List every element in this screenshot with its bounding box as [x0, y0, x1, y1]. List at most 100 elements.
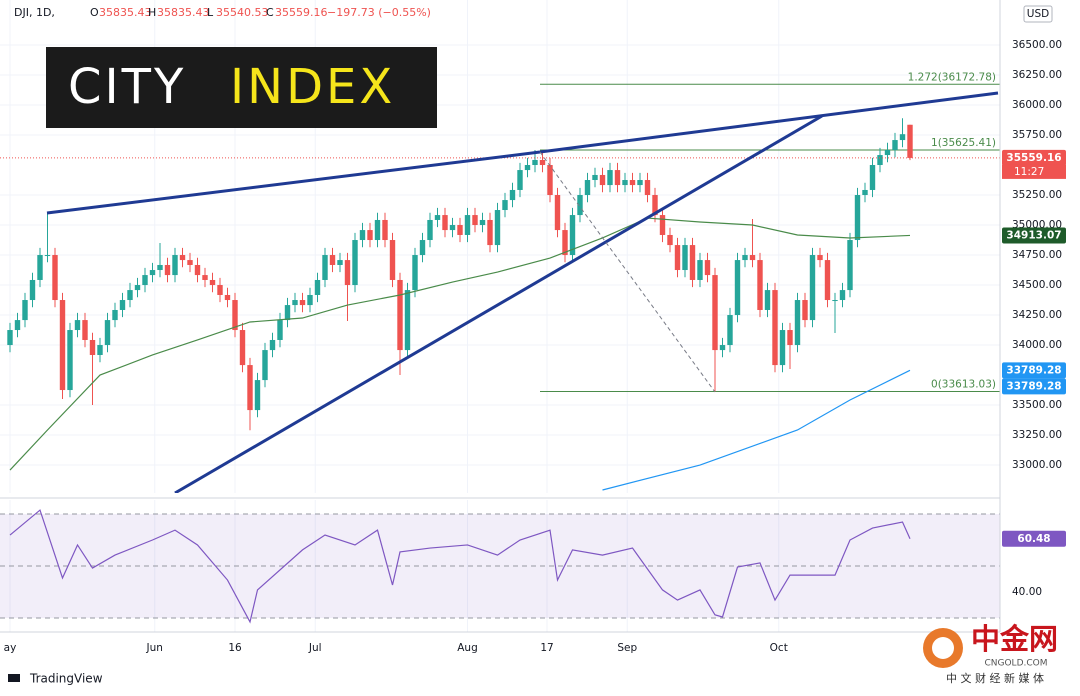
logo-city: CITY [68, 59, 186, 115]
y-tick-label: 36500.00 [1012, 39, 1062, 51]
fib-retracement: 1.272(36172.78) 1(35625.41) 0(33613.03) [540, 71, 1000, 392]
rsi-tick-label: 40.00 [1012, 586, 1042, 598]
candle-body [464, 215, 471, 235]
candle-body [202, 275, 208, 280]
ohlc-prefix: H [148, 6, 156, 19]
ohlc-value: 35835.43 [157, 6, 210, 19]
candle-body [884, 150, 891, 156]
candle-body [652, 195, 658, 216]
candle-body [494, 210, 501, 246]
candle-body [637, 180, 643, 186]
candle-body [502, 200, 508, 211]
candle-body [892, 140, 898, 151]
candle-body [712, 275, 718, 351]
tradingview-logo: TradingView [8, 672, 103, 686]
candle-body [442, 215, 448, 231]
y-tick-label: 34000.00 [1012, 339, 1062, 351]
countdown-box [1002, 164, 1066, 179]
candle-body [37, 255, 43, 280]
candle-body [757, 260, 763, 310]
candle-body [457, 225, 463, 235]
candle-body [194, 264, 201, 276]
candle-body [74, 320, 81, 331]
candle-body [727, 315, 733, 346]
candle-body [104, 320, 111, 346]
candle-body [719, 345, 726, 351]
candle-body [397, 279, 403, 351]
watermark-name: 中金网 [971, 622, 1058, 656]
fib-label: 1(35625.41) [931, 137, 996, 149]
candle-body [434, 215, 441, 220]
candle-body [509, 189, 516, 201]
candle-body [449, 225, 456, 231]
y-tick-label: 34750.00 [1012, 249, 1062, 261]
candle-body [314, 279, 321, 295]
candle-body [674, 245, 681, 271]
rsi-value-label: 60.48 [1017, 533, 1050, 545]
candle-body [667, 234, 673, 246]
candle-body [149, 270, 156, 276]
x-tick-label: Aug [457, 642, 478, 654]
brand: TradingView [29, 672, 103, 686]
candle-body [809, 255, 816, 321]
candle-body [217, 285, 223, 295]
candle-body [907, 124, 913, 158]
candle-body [877, 155, 883, 166]
x-tick-label: 17 [540, 642, 553, 654]
candle-body [787, 330, 793, 346]
candle-body [412, 255, 418, 291]
ma50-label-box [1002, 227, 1066, 244]
candle-body [764, 290, 771, 310]
ma200-label: 33789.28 [1006, 380, 1061, 392]
watermark-tagline: 中 文 财 经 新 媒 体 [946, 671, 1044, 685]
fib-label: 0(33613.03) [931, 378, 996, 390]
candle-body [524, 165, 531, 171]
y-tick-label: 36250.00 [1012, 69, 1062, 81]
candle-body [284, 305, 291, 321]
candle-body [704, 260, 711, 276]
trend-line [539, 151, 716, 393]
candle-body [689, 245, 696, 280]
candle-body [629, 180, 636, 186]
candle-body [614, 170, 621, 186]
candle-body [547, 165, 553, 196]
ohlc-prefix: L [207, 6, 214, 19]
y-tick-label: 33250.00 [1012, 429, 1062, 441]
candle-body [97, 345, 103, 355]
moving-average [602, 369, 911, 491]
candle-body [209, 279, 216, 286]
candle-body [622, 180, 628, 186]
candle-body [802, 300, 808, 321]
candle-body [307, 294, 313, 306]
candle-body [644, 180, 651, 196]
candle-body [607, 170, 613, 186]
y-tick-label: 36000.00 [1012, 99, 1062, 111]
rsi-line [9, 509, 911, 624]
candle-body [832, 300, 838, 302]
candle-body [532, 159, 538, 166]
candle-body [322, 255, 328, 280]
candle-body [734, 260, 741, 316]
candle-body [562, 230, 568, 256]
ohlc-value: 35540.53 [216, 6, 269, 19]
candle-body [254, 380, 261, 411]
y-tick-label: 33500.00 [1012, 399, 1062, 411]
ma200-label-box [1002, 378, 1066, 395]
x-tick-label: Jul [308, 642, 322, 654]
last-price-label: 35559.16 [1006, 152, 1061, 164]
candle-body [577, 195, 583, 216]
rsi-value-label-box [1002, 530, 1066, 547]
candle-body [824, 260, 831, 301]
header: DJI, 1D, O 35835.43H 35835.43L 35540.53C 355… [14, 6, 431, 19]
candle-body [517, 170, 523, 190]
candle-body [367, 230, 373, 241]
candle-body [382, 219, 388, 241]
candle-body [427, 219, 433, 241]
rsi-pane [0, 509, 1000, 624]
ma200-label: 33789.28 [1006, 364, 1061, 376]
candle-body [749, 255, 756, 261]
candle-body [157, 264, 163, 271]
ohlc-prefix: C [266, 6, 274, 19]
trend-lines [46, 91, 999, 493]
last-price-label-box [1002, 149, 1066, 166]
